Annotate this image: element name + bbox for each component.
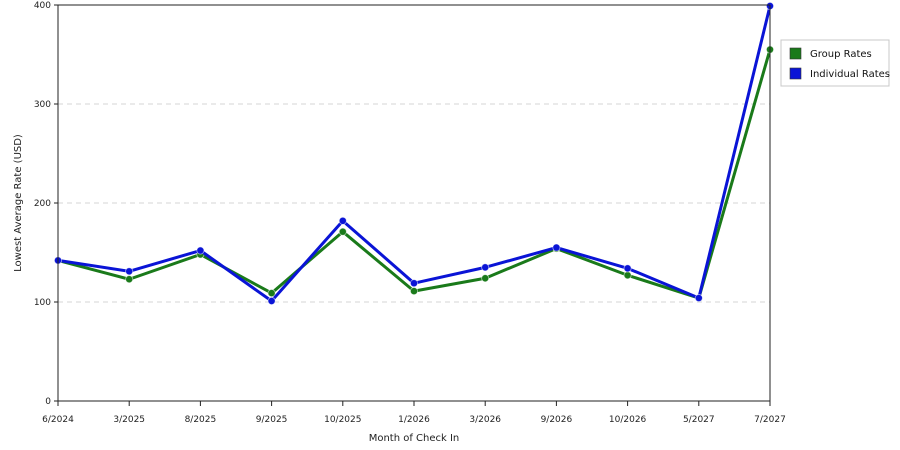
legend-label-individual-rates: Individual Rates <box>810 69 890 80</box>
x-tick-label: 3/2026 <box>469 415 501 425</box>
data-point-individual-rates <box>338 216 347 225</box>
data-point-group-rates <box>338 227 347 236</box>
legend: Group Rates Individual Rates <box>780 39 890 87</box>
data-point-group-rates <box>125 275 134 284</box>
series-line-individual-rates <box>56 4 772 303</box>
x-axis-ticks: 6/2024 3/2025 8/2025 9/2025 10/2025 1/2026 3/2… <box>42 401 786 425</box>
x-tick-label: 9/2026 <box>541 415 573 425</box>
data-point-individual-rates <box>623 264 632 273</box>
x-tick-label: 3/2025 <box>113 415 145 425</box>
x-tick-label: 7/2027 <box>754 415 786 425</box>
series-layer <box>54 1 775 306</box>
y-axis-ticks: 0 100 200 300 400 <box>34 1 58 407</box>
data-point-group-rates <box>409 287 418 296</box>
legend-swatch-group-rates <box>789 47 802 60</box>
y-tick-label: 400 <box>34 1 51 11</box>
data-point-individual-rates <box>125 267 134 276</box>
data-point-individual-rates <box>481 263 490 272</box>
data-point-group-rates <box>481 274 490 283</box>
series-group-rates <box>54 45 775 303</box>
grid-lines <box>58 103 770 303</box>
series-individual-rates <box>54 1 775 306</box>
y-axis-title: Lowest Average Rate (USD) <box>13 134 24 272</box>
x-tick-label: 8/2025 <box>185 415 217 425</box>
x-tick-label: 6/2024 <box>42 415 74 425</box>
y-tick-label: 200 <box>34 199 51 209</box>
x-tick-label: 5/2027 <box>683 415 715 425</box>
x-axis-title: Month of Check In <box>369 433 460 444</box>
x-tick-label: 9/2025 <box>256 415 288 425</box>
data-point-group-rates <box>623 271 632 280</box>
data-point-individual-rates <box>694 294 703 303</box>
data-point-group-rates <box>267 289 276 298</box>
y-tick-label: 0 <box>45 397 51 407</box>
legend-label-group-rates: Group Rates <box>810 49 872 60</box>
x-tick-label: 1/2026 <box>398 415 430 425</box>
data-point-individual-rates <box>552 243 561 252</box>
data-point-individual-rates <box>196 246 205 255</box>
x-tick-label: 10/2026 <box>609 415 647 425</box>
x-tick-label: 10/2025 <box>324 415 361 425</box>
legend-swatch-individual-rates <box>789 67 802 80</box>
y-tick-label: 300 <box>34 100 51 110</box>
y-tick-label: 100 <box>34 298 51 308</box>
data-point-individual-rates <box>267 297 276 306</box>
data-point-individual-rates <box>409 279 418 288</box>
